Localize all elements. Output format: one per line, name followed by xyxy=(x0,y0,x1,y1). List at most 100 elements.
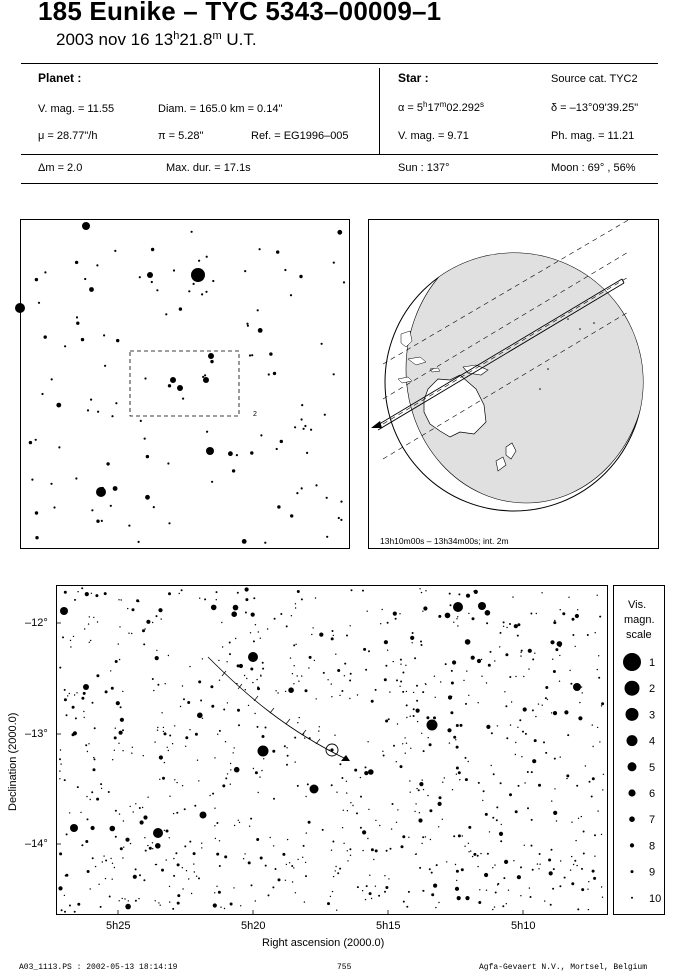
field-star xyxy=(520,866,522,869)
field-star xyxy=(545,686,549,689)
field-star xyxy=(591,869,595,873)
field-star xyxy=(200,699,203,702)
field-star xyxy=(318,730,320,732)
field-star xyxy=(581,888,585,892)
finder-star xyxy=(178,307,183,311)
field-star xyxy=(121,897,123,900)
finder-star xyxy=(212,279,215,283)
field-star xyxy=(119,626,121,628)
field-star xyxy=(592,745,594,748)
field-star xyxy=(194,732,198,736)
finder-star xyxy=(145,494,150,500)
field-star xyxy=(504,691,506,693)
field-star xyxy=(450,681,454,685)
field-star xyxy=(172,907,175,910)
field-star xyxy=(374,849,378,853)
finder-star xyxy=(246,322,249,325)
field-star xyxy=(155,843,161,849)
field-star xyxy=(419,866,422,869)
field-star xyxy=(422,610,424,612)
finder-star xyxy=(75,477,78,480)
asteroid-path-arrow xyxy=(341,755,350,761)
finder-star xyxy=(241,539,247,544)
field-star xyxy=(119,706,122,709)
field-star xyxy=(386,621,389,624)
field-star xyxy=(152,848,154,850)
field-star xyxy=(598,655,600,657)
field-star xyxy=(464,756,467,759)
finder-star xyxy=(325,496,328,499)
field-star xyxy=(181,867,183,869)
field-star xyxy=(465,896,470,901)
field-star xyxy=(506,626,508,629)
legend-title-line: Vis. xyxy=(628,599,647,611)
field-star xyxy=(399,658,402,661)
field-star xyxy=(269,836,271,839)
finder-star xyxy=(100,519,103,522)
field-star xyxy=(599,741,601,743)
magnitude-legend: 1 2 3 4 5 6 7 8 9 10 xyxy=(613,585,665,915)
legend-dot xyxy=(623,653,641,671)
field-star xyxy=(530,612,533,615)
field-star xyxy=(410,635,415,640)
finder-star xyxy=(251,354,254,357)
field-star xyxy=(416,699,419,702)
field-star xyxy=(552,658,554,660)
field-star xyxy=(64,910,66,913)
field-star xyxy=(153,689,155,692)
legend-dot xyxy=(629,843,635,848)
field-star xyxy=(217,733,219,735)
field-star xyxy=(129,805,131,808)
field-star xyxy=(122,690,124,693)
finder-star xyxy=(202,375,205,378)
field-star xyxy=(83,716,85,719)
table-divider xyxy=(379,68,380,154)
star-heading: Star : xyxy=(398,71,429,85)
field-star xyxy=(577,609,579,611)
field-star xyxy=(259,776,261,778)
field-star xyxy=(468,825,472,829)
field-star xyxy=(201,842,203,844)
field-star xyxy=(360,795,362,798)
field-star xyxy=(426,719,438,731)
field-star xyxy=(478,901,482,904)
field-star xyxy=(59,770,61,772)
field-star xyxy=(407,890,410,893)
finder-star xyxy=(276,250,280,254)
field-star xyxy=(139,874,141,877)
field-star xyxy=(249,632,252,634)
finder-star xyxy=(144,377,147,380)
field-star xyxy=(193,871,195,873)
field-star xyxy=(123,846,125,848)
field-star xyxy=(128,632,130,634)
field-star xyxy=(417,789,420,792)
field-star xyxy=(515,675,517,678)
field-star xyxy=(566,777,568,780)
finder-star xyxy=(182,397,185,400)
field-star xyxy=(453,835,456,838)
field-star xyxy=(593,876,597,880)
field-star xyxy=(428,868,431,871)
field-star xyxy=(364,766,367,769)
field-star xyxy=(412,691,415,694)
field-star xyxy=(467,760,469,763)
new-zealand-outline xyxy=(495,442,517,472)
field-star xyxy=(527,807,529,810)
field-star xyxy=(368,650,370,653)
field-star xyxy=(487,663,491,667)
field-star xyxy=(455,869,459,873)
field-star xyxy=(570,682,573,685)
field-star xyxy=(464,778,468,782)
planet-vmag: V. mag. = 11.55 xyxy=(38,103,115,115)
field-star xyxy=(346,634,348,637)
field-star xyxy=(86,818,89,821)
field-star xyxy=(550,848,553,851)
field-star xyxy=(232,752,234,754)
field-star xyxy=(301,675,303,677)
field-star xyxy=(143,643,146,646)
field-star xyxy=(395,821,398,823)
field-star xyxy=(579,701,581,704)
field-star xyxy=(574,613,580,619)
finder-star xyxy=(203,377,209,383)
field-star xyxy=(63,779,66,782)
